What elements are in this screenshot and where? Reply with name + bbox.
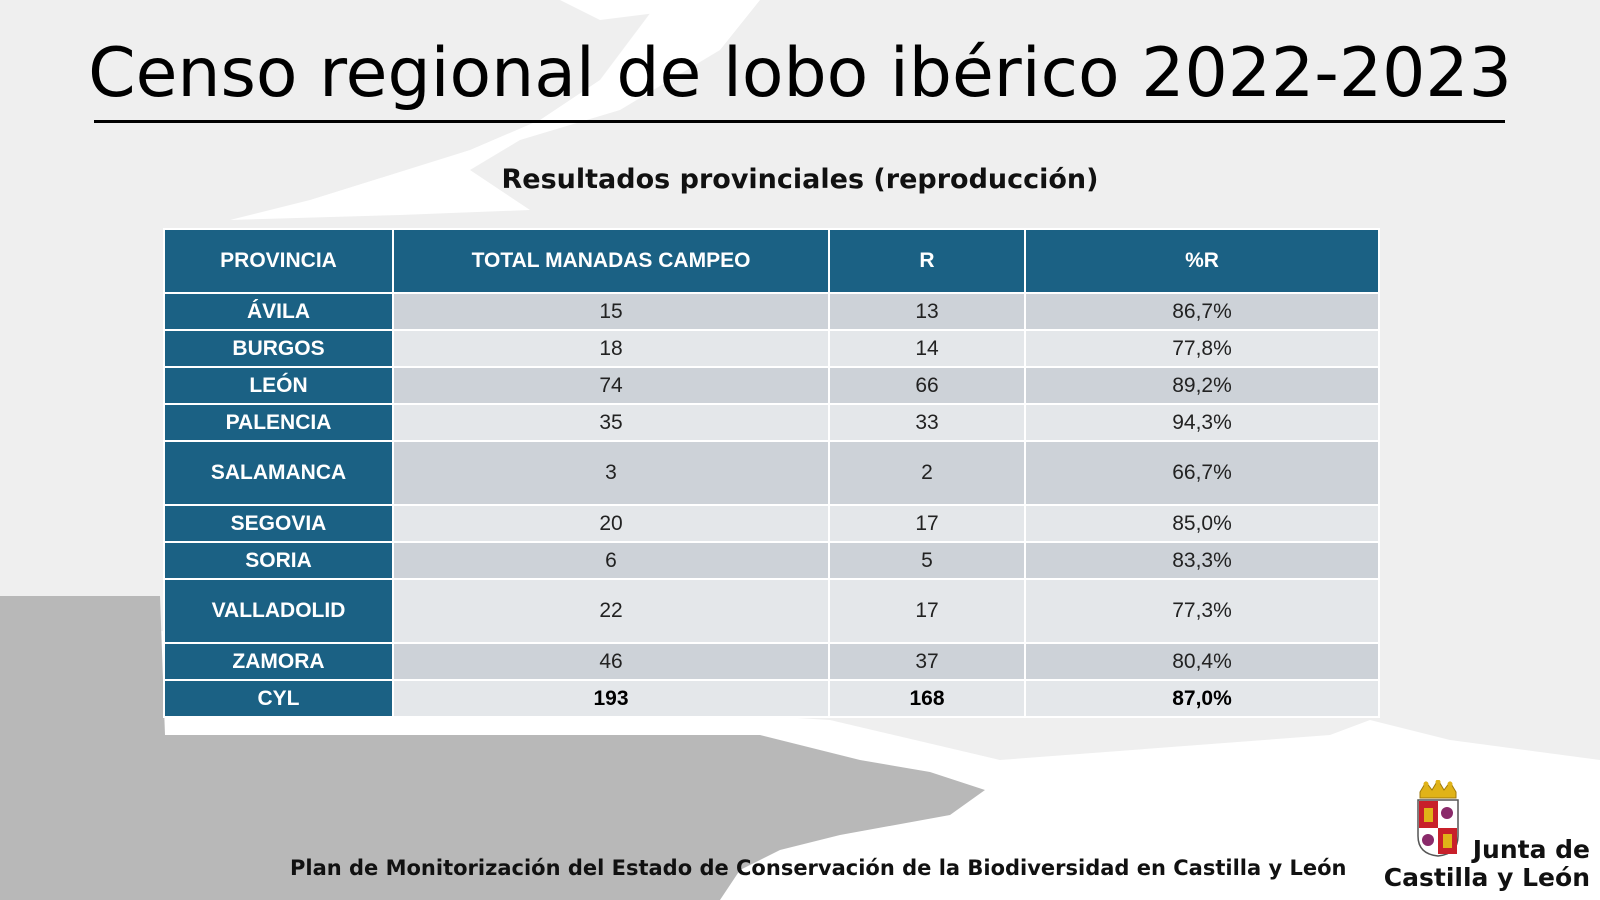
header-percent-r: %R xyxy=(1024,228,1380,294)
total-cell: 18 xyxy=(392,329,830,368)
table-subtitle: Resultados provinciales (reproducción) xyxy=(501,164,1099,195)
table-row: SALAMANCA 3 2 66,7% xyxy=(163,440,1380,506)
percent-cell: 77,3% xyxy=(1024,578,1380,644)
province-cell: SALAMANCA xyxy=(163,440,394,506)
page-title: Censo regional de lobo ibérico 2022-2023 xyxy=(88,34,1512,113)
logo-line-1: Junta de xyxy=(1472,835,1590,864)
results-table: PROVINCIA TOTAL MANADAS CAMPEO R %R ÁVIL… xyxy=(163,228,1380,718)
r-cell: 168 xyxy=(828,679,1026,718)
percent-cell: 77,8% xyxy=(1024,329,1380,368)
percent-cell: 89,2% xyxy=(1024,366,1380,405)
coat-of-arms-icon xyxy=(1417,780,1459,857)
r-cell: 5 xyxy=(828,541,1026,580)
province-cell: ZAMORA xyxy=(163,642,394,681)
table-row: BURGOS 18 14 77,8% xyxy=(163,329,1380,368)
table-row: LEÓN 74 66 89,2% xyxy=(163,366,1380,405)
province-cell: BURGOS xyxy=(163,329,394,368)
table-row: SEGOVIA 20 17 85,0% xyxy=(163,504,1380,543)
header-total-manadas-campeo: TOTAL MANADAS CAMPEO xyxy=(392,228,830,294)
r-cell: 2 xyxy=(828,440,1026,506)
province-cell: PALENCIA xyxy=(163,403,394,442)
province-cell: LEÓN xyxy=(163,366,394,405)
title-underline xyxy=(94,120,1505,123)
r-cell: 37 xyxy=(828,642,1026,681)
percent-cell: 85,0% xyxy=(1024,504,1380,543)
table-row: ÁVILA 15 13 86,7% xyxy=(163,292,1380,331)
percent-cell: 87,0% xyxy=(1024,679,1380,718)
province-cell: VALLADOLID xyxy=(163,578,394,644)
total-cell: 74 xyxy=(392,366,830,405)
r-cell: 14 xyxy=(828,329,1026,368)
total-cell: 20 xyxy=(392,504,830,543)
total-cell: 46 xyxy=(392,642,830,681)
table-total-row: CYL 193 168 87,0% xyxy=(163,679,1380,718)
province-cell: SEGOVIA xyxy=(163,504,394,543)
header-provincia: PROVINCIA xyxy=(163,228,394,294)
total-cell: 22 xyxy=(392,578,830,644)
total-cell: 15 xyxy=(392,292,830,331)
total-cell: 35 xyxy=(392,403,830,442)
total-cell: 3 xyxy=(392,440,830,506)
table-row: PALENCIA 35 33 94,3% xyxy=(163,403,1380,442)
r-cell: 33 xyxy=(828,403,1026,442)
total-cell: 193 xyxy=(392,679,830,718)
footer-text: Plan de Monitorización del Estado de Con… xyxy=(290,856,1347,880)
total-cell: 6 xyxy=(392,541,830,580)
percent-cell: 83,3% xyxy=(1024,541,1380,580)
percent-cell: 66,7% xyxy=(1024,440,1380,506)
r-cell: 66 xyxy=(828,366,1026,405)
province-cell: CYL xyxy=(163,679,394,718)
r-cell: 17 xyxy=(828,578,1026,644)
table-row: VALLADOLID 22 17 77,3% xyxy=(163,578,1380,644)
r-cell: 13 xyxy=(828,292,1026,331)
province-cell: ÁVILA xyxy=(163,292,394,331)
header-r: R xyxy=(828,228,1026,294)
junta-logo-text: Junta de Castilla y León xyxy=(1384,836,1590,892)
percent-cell: 80,4% xyxy=(1024,642,1380,681)
province-cell: SORIA xyxy=(163,541,394,580)
table-header-row: PROVINCIA TOTAL MANADAS CAMPEO R %R xyxy=(163,228,1380,294)
table-row: ZAMORA 46 37 80,4% xyxy=(163,642,1380,681)
r-cell: 17 xyxy=(828,504,1026,543)
percent-cell: 86,7% xyxy=(1024,292,1380,331)
logo-line-2: Castilla y León xyxy=(1383,863,1590,892)
percent-cell: 94,3% xyxy=(1024,403,1380,442)
table-row: SORIA 6 5 83,3% xyxy=(163,541,1380,580)
